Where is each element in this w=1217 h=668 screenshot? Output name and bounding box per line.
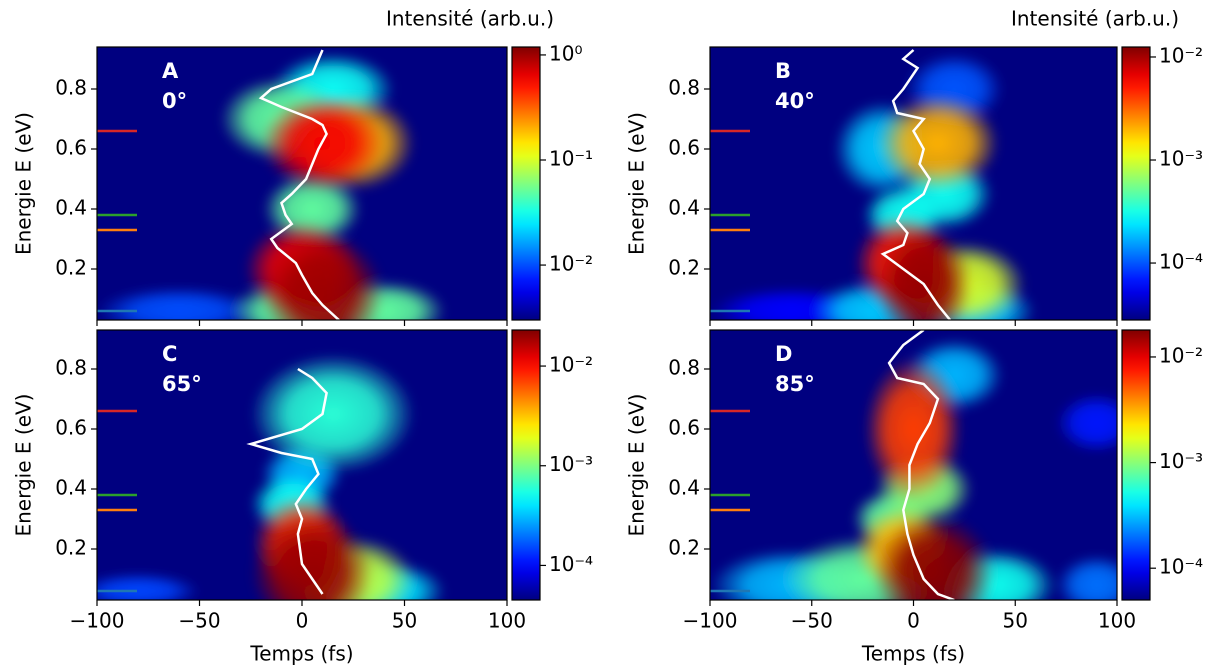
heatmap bbox=[710, 330, 1117, 600]
x-tick-label: 0 bbox=[907, 609, 920, 633]
panel-label: D bbox=[775, 342, 792, 366]
intensity-blob bbox=[1055, 393, 1117, 453]
y-tick-label: 0.6 bbox=[668, 136, 700, 160]
colorbar bbox=[1121, 46, 1151, 321]
y-axis-label: Energie E (eV) bbox=[12, 112, 36, 255]
x-tick-label: 50 bbox=[1003, 609, 1028, 633]
y-tick-label: 0.8 bbox=[668, 76, 700, 100]
x-tick-label: 100 bbox=[1098, 609, 1136, 633]
colorbar-label: Intensité (arb.u.) bbox=[1011, 7, 1179, 31]
y-tick-label: 0.2 bbox=[55, 256, 87, 280]
intensity-blob bbox=[250, 513, 374, 600]
y-tick-label: 0.8 bbox=[55, 356, 87, 380]
y-tick-label: 0.4 bbox=[55, 196, 87, 220]
heatmap-blobs bbox=[710, 339, 1117, 600]
colorbar-tick-label: 10⁻³ bbox=[1159, 449, 1203, 473]
heatmap bbox=[97, 354, 446, 600]
x-tick-label: 100 bbox=[488, 609, 526, 633]
colorbar bbox=[511, 46, 541, 321]
intensity-blob bbox=[97, 573, 200, 600]
panel-label: B bbox=[775, 59, 791, 83]
mean-curve bbox=[887, 330, 955, 600]
panel-angle: 85° bbox=[775, 372, 815, 396]
y-tick-label: 0.8 bbox=[55, 76, 87, 100]
heatmap-blobs bbox=[710, 53, 1036, 320]
y-tick-label: 0.6 bbox=[668, 416, 700, 440]
y-tick-label: 0.6 bbox=[55, 416, 87, 440]
colorbar-tick-label: 10⁻³ bbox=[549, 452, 593, 476]
intensity-blob bbox=[872, 513, 995, 600]
panel-label: A bbox=[162, 59, 179, 83]
intensity-blob bbox=[97, 287, 261, 320]
x-tick-label: −100 bbox=[683, 609, 738, 633]
intensity-blob bbox=[250, 354, 415, 474]
x-tick-label: −50 bbox=[178, 609, 220, 633]
panel-angle: 65° bbox=[162, 372, 202, 396]
y-axis-label: Energie E (eV) bbox=[625, 394, 649, 537]
colorbar-tick-label: 10⁻¹ bbox=[549, 147, 593, 171]
colorbar-tick-label: 10⁻² bbox=[1159, 343, 1203, 367]
colorbar bbox=[511, 329, 541, 601]
y-axis-label: Energie E (eV) bbox=[12, 394, 36, 537]
heatmap bbox=[710, 49, 1036, 320]
colorbar-label: Intensité (arb.u.) bbox=[386, 7, 554, 31]
y-axis-label: Energie E (eV) bbox=[625, 112, 649, 255]
x-tick-label: 0 bbox=[296, 609, 309, 633]
y-tick-label: 0.4 bbox=[668, 476, 700, 500]
y-tick-label: 0.4 bbox=[55, 476, 87, 500]
colorbar-tick-label: 10⁻⁴ bbox=[549, 552, 593, 576]
intensity-blob bbox=[864, 357, 963, 501]
mean-curve bbox=[246, 367, 328, 595]
colorbar-tick-label: 10⁻⁴ bbox=[1159, 250, 1203, 274]
mean-curve bbox=[258, 49, 340, 320]
panel-angle: 0° bbox=[162, 89, 187, 113]
colorbar-tick-label: 10⁰ bbox=[549, 41, 582, 65]
colorbar-tick-label: 10⁻² bbox=[549, 353, 593, 377]
intensity-blob bbox=[1055, 555, 1117, 600]
x-tick-label: −100 bbox=[70, 609, 125, 633]
mean-curve bbox=[880, 49, 952, 320]
x-axis-label: Temps (fs) bbox=[249, 642, 353, 666]
x-tick-label: −50 bbox=[791, 609, 833, 633]
intensity-blob bbox=[876, 95, 999, 191]
x-axis-label: Temps (fs) bbox=[861, 642, 965, 666]
y-tick-label: 0.8 bbox=[668, 356, 700, 380]
colorbar-tick-label: 10⁻² bbox=[549, 252, 593, 276]
colorbar-tick-label: 10⁻² bbox=[1159, 43, 1203, 67]
x-tick-label: 50 bbox=[392, 609, 417, 633]
colorbar-tick-label: 10⁻⁴ bbox=[1159, 555, 1203, 579]
heatmap-blobs bbox=[97, 354, 446, 600]
panel-angle: 40° bbox=[775, 89, 815, 113]
y-tick-label: 0.6 bbox=[55, 136, 87, 160]
y-tick-label: 0.4 bbox=[668, 196, 700, 220]
intensity-blob bbox=[261, 233, 384, 320]
y-tick-label: 0.2 bbox=[55, 536, 87, 560]
y-tick-label: 0.2 bbox=[668, 536, 700, 560]
panel-label: C bbox=[162, 342, 177, 366]
heatmap bbox=[97, 49, 446, 320]
colorbar bbox=[1121, 329, 1151, 601]
y-tick-label: 0.2 bbox=[668, 256, 700, 280]
colorbar-tick-label: 10⁻³ bbox=[1159, 147, 1203, 171]
